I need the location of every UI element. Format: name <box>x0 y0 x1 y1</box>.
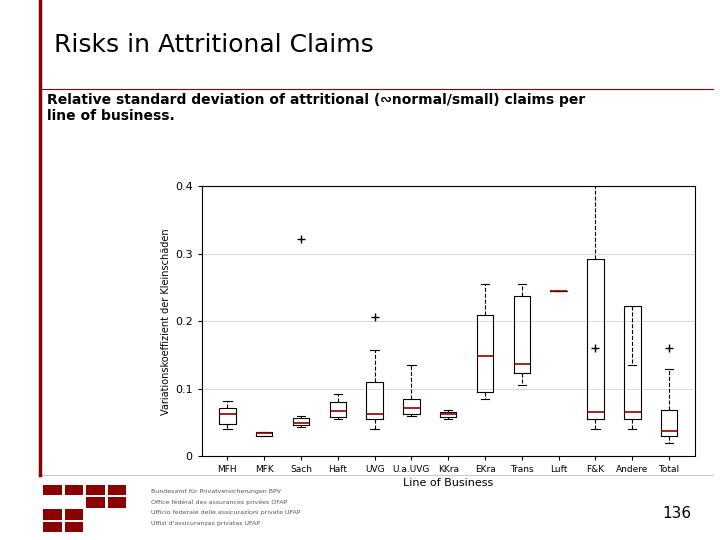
Bar <box>43 485 61 496</box>
X-axis label: Line of Business: Line of Business <box>403 478 493 489</box>
Bar <box>86 485 105 496</box>
Text: Risks in Attritional Claims: Risks in Attritional Claims <box>54 33 374 57</box>
Text: Uffizi d'assicuranzas privatas UFAP: Uffizi d'assicuranzas privatas UFAP <box>151 521 260 526</box>
Bar <box>65 485 84 496</box>
Bar <box>43 522 61 532</box>
Bar <box>65 522 84 532</box>
Text: Bundesamt für Privatversicherungen BPV: Bundesamt für Privatversicherungen BPV <box>151 489 281 494</box>
Text: Ufficio federale delle assicurazioni private UFAP: Ufficio federale delle assicurazioni pri… <box>151 510 300 515</box>
Text: 136: 136 <box>662 505 691 521</box>
Text: Office fédéral des assurances privées OFAP: Office fédéral des assurances privées OF… <box>151 500 287 505</box>
Bar <box>86 497 105 508</box>
Bar <box>108 497 127 508</box>
Bar <box>43 509 61 519</box>
Y-axis label: Variationskoeffizient der Kleinschäden: Variationskoeffizient der Kleinschäden <box>161 228 171 415</box>
Bar <box>108 485 127 496</box>
Text: Relative standard deviation of attritional (∾normal/small) claims per
line of bu: Relative standard deviation of attrition… <box>47 93 585 123</box>
Bar <box>65 509 84 519</box>
